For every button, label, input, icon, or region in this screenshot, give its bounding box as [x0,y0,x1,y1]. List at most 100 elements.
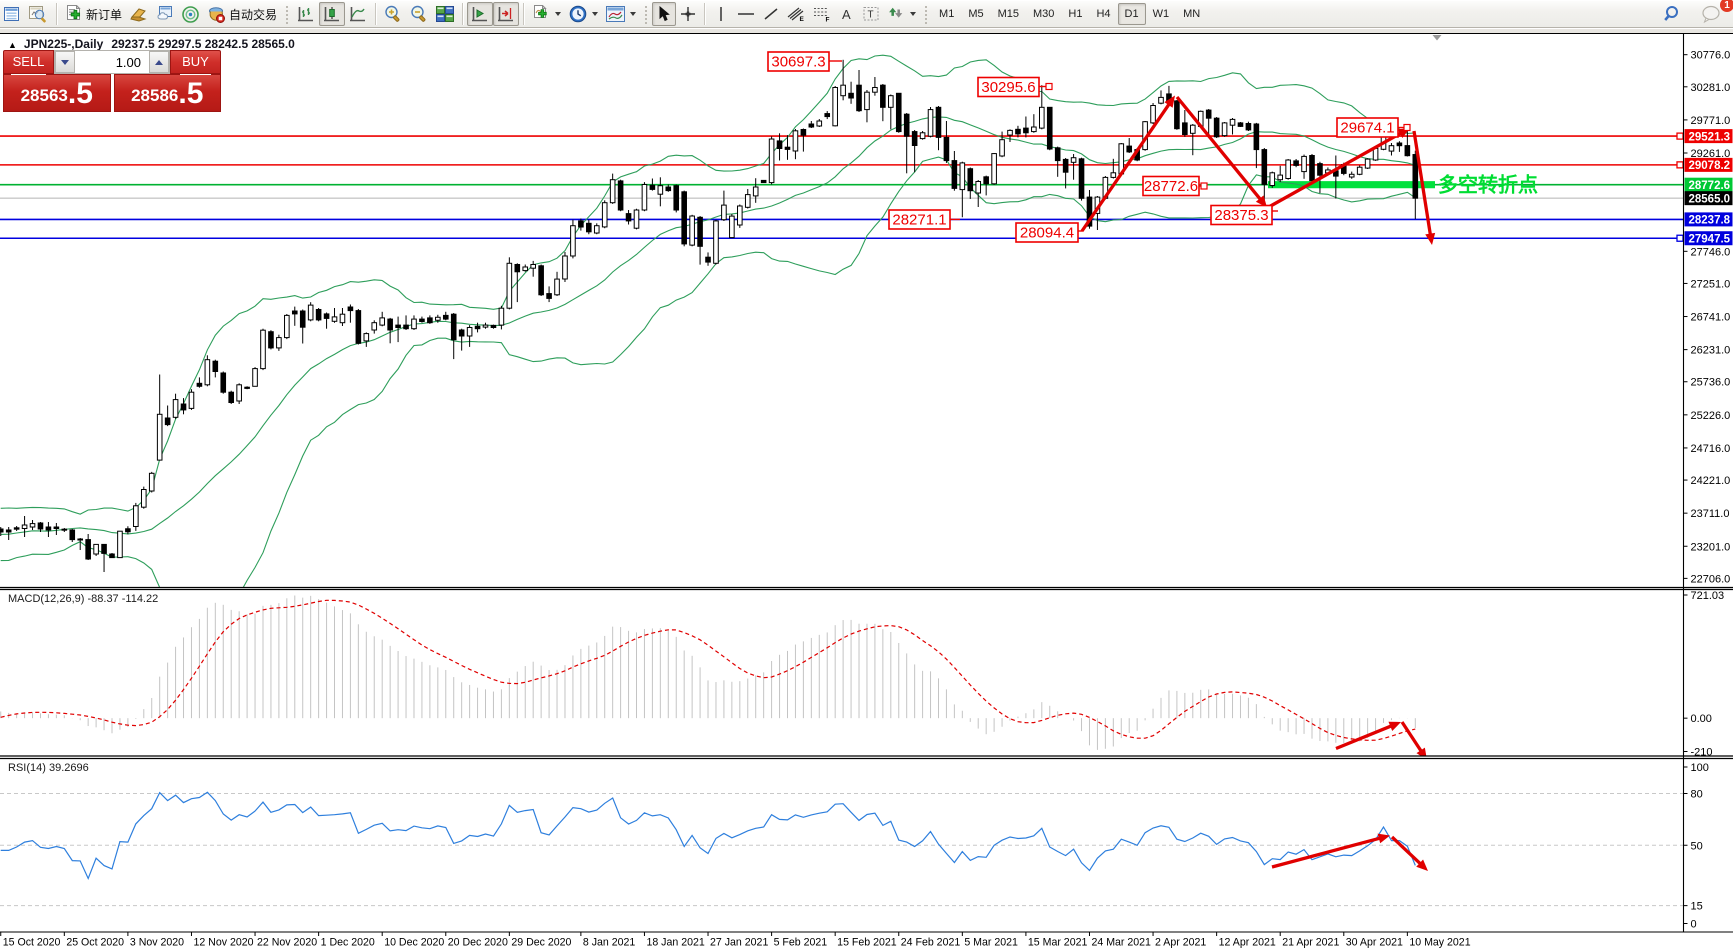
time-label: 21 Apr 2021 [1282,937,1339,949]
timeframe-button-m30[interactable]: M30 [1033,8,1055,20]
trendline-tool-button[interactable] [759,2,783,26]
price-tag: 29521.3 [1684,129,1733,143]
notification-badge[interactable]: 1 [1720,0,1733,12]
bar-chart-button[interactable] [293,2,319,26]
channel-tool-button[interactable]: E [783,2,809,26]
sell-button[interactable]: SELL [3,50,54,75]
time-label: 10 May 2021 [1409,937,1470,949]
candle-body-up [1031,126,1037,133]
candle-body-down [450,313,457,341]
candle-body-up [371,322,378,331]
chat-bubble-icon [1701,4,1723,24]
cursor-icon [657,6,671,22]
sell-price-main: 28563 [20,86,68,105]
buy-button[interactable]: BUY [170,50,221,75]
hline-end-square [1676,234,1684,242]
trend-arrow-main-3-head [1425,232,1436,245]
price-tag-bg [1684,231,1733,246]
fibonacci-tool-button[interactable]: F [809,2,835,26]
timeframe-button-h1[interactable]: H1 [1068,8,1083,20]
timeframe-button-d1[interactable]: D1 [1117,3,1146,25]
tile-windows-button[interactable] [432,2,458,26]
price-tag: 28237.8 [1684,212,1733,227]
periods-button[interactable] [565,2,602,26]
time-label: 15 Feb 2021 [837,937,897,949]
price-tick-label: 29771.0 [1691,115,1731,127]
candle-body-down [244,386,250,389]
trend-arrow-macd-0 [1335,723,1395,751]
toolbar-grip[interactable] [924,4,930,24]
macd-pane [0,595,1427,756]
new-order-button[interactable]: 新订单 [61,2,126,26]
toolbar-grip[interactable] [285,4,291,24]
templates-dropdown-caret[interactable] [630,12,637,16]
collapse-ohlc-icon[interactable]: ▲ [8,40,17,50]
timeframe-button-w1[interactable]: W1 [1152,8,1170,20]
search-button[interactable] [1659,2,1687,26]
timeframe-button-h4[interactable]: H4 [1096,8,1111,20]
zoom-in-button[interactable] [380,2,406,26]
line-chart-button[interactable] [345,2,371,26]
bollinger-upper [0,54,1416,515]
volume-increase-button[interactable] [149,51,169,73]
candle-body-down [514,263,521,273]
chart-shift-button[interactable] [493,2,520,26]
auto-scroll-button[interactable] [467,2,494,26]
periods-dropdown-caret[interactable] [592,12,599,16]
profiles-button[interactable] [25,2,52,26]
buy-price-display[interactable]: 28586.5 [113,74,221,112]
candle-body-down [586,222,592,233]
market-watch-button[interactable] [126,2,152,26]
candle-body-down [387,318,393,331]
zoom-out-button[interactable] [406,2,432,26]
candle-body-up [792,130,799,152]
candle-body-down [951,160,958,189]
timeframe-button-m15[interactable]: M15 [997,8,1019,20]
chart-symbol-line[interactable]: ▲ JPN225-,Daily 29237.5 29297.5 28242.5 28… [8,37,295,51]
candle-body-up [29,523,36,528]
data-window-button[interactable] [152,2,178,26]
candle-body-down [85,539,91,560]
arrows-tool-button[interactable] [884,2,920,26]
autotrading-button[interactable]: 自动交易 [203,2,281,26]
toolbar-grip[interactable] [644,4,650,24]
volume-input[interactable] [75,51,149,73]
price-tag-text: 29078.2 [1689,160,1731,172]
cursor-tool-button[interactable] [652,2,677,26]
timeframe-button-m1[interactable]: M1 [939,8,955,20]
new-chart-button[interactable] [0,2,25,26]
timeframe-button-m5[interactable]: M5 [968,8,984,20]
text-tool-button[interactable]: A [835,2,859,26]
candle-body-down [784,146,791,150]
chart-canvas[interactable]: 多空转折点 30697.3 30295.6 29674.1 28772.6 28271.1… [0,33,1733,949]
vline-tool-button[interactable] [709,2,733,26]
volume-decrease-button[interactable] [55,51,75,73]
price-tick-label: 26741.0 [1691,312,1731,324]
callout-text: 30697.3 [771,54,825,71]
text-label-tool-button[interactable]: T [859,2,884,26]
crosshair-tool-button[interactable] [676,2,700,26]
callout-box [1142,175,1200,197]
strategy-tester-button[interactable] [178,2,203,26]
toolbar-separator [462,3,464,25]
callout-box [1015,222,1079,243]
candlestick-chart-button[interactable] [319,2,346,26]
callout-box [888,209,951,230]
timeframe-button-mn[interactable]: MN [1183,8,1201,20]
candle-body-up [657,185,664,195]
arrows-dropdown-caret[interactable] [910,12,917,16]
indicators-dropdown-caret[interactable] [555,12,562,16]
candle-body-up [284,314,290,339]
hline-tool-button[interactable] [733,2,759,26]
autotrading-label: 自动交易 [229,7,278,22]
templates-button[interactable] [602,2,640,26]
candle-body-up [768,138,775,184]
sell-price-display[interactable]: 28563.5 [3,74,111,112]
notifications-button[interactable]: 1 [1697,0,1733,26]
rsi-indicator-label: RSI(14) 39.2696 [8,762,89,774]
horizontal-line-icon [737,8,755,20]
toolbar-separator [375,3,377,25]
candle-body-up [919,132,926,140]
toolbar-separator [56,3,57,25]
indicators-button[interactable] [528,2,565,26]
